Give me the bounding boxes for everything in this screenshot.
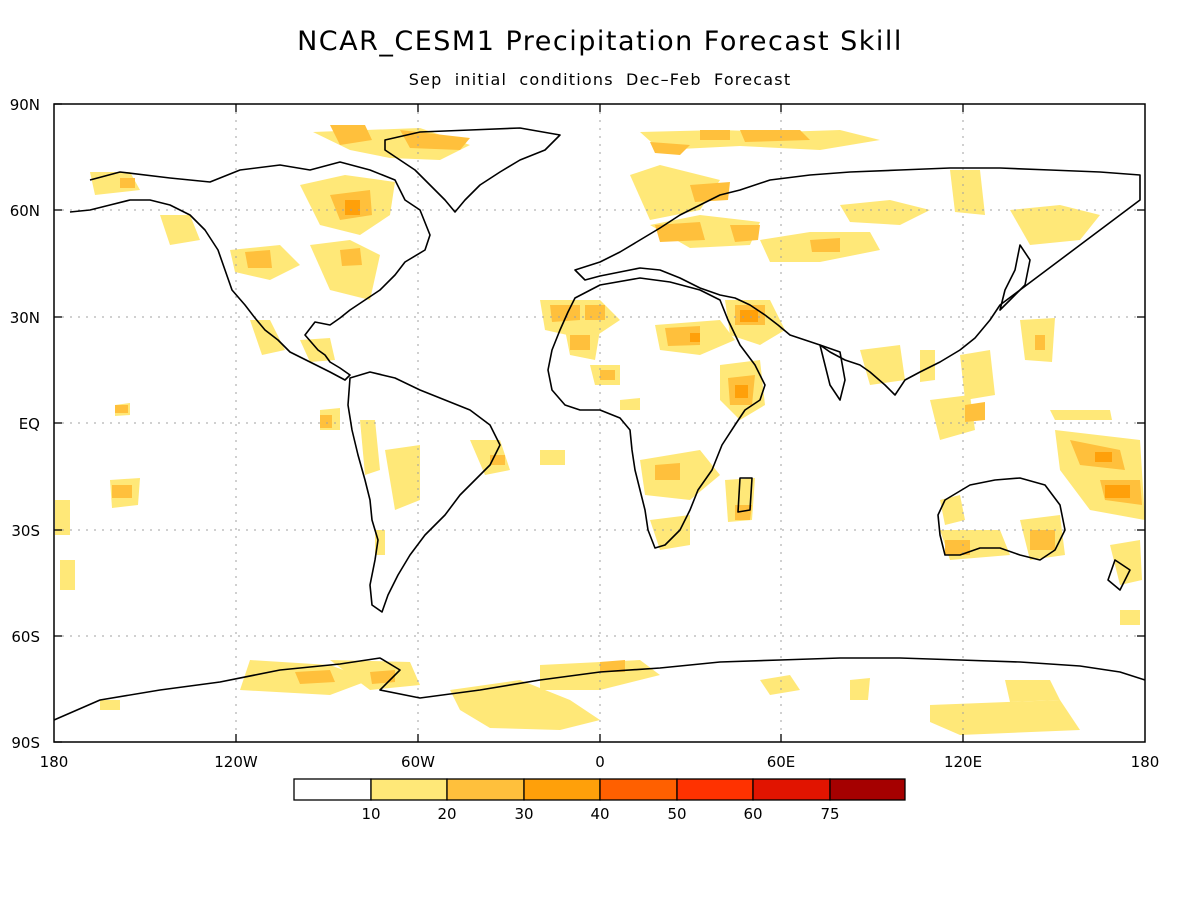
colorbar-label-75: 75 — [820, 805, 839, 823]
colorbar-box-0 — [293, 778, 372, 801]
colorbar-box-6 — [752, 778, 831, 801]
colorbar-label-40: 40 — [590, 805, 609, 823]
colorbar-box-4 — [599, 778, 678, 801]
colorbar: 10 20 30 40 50 60 75 — [293, 778, 906, 823]
new-zealand-coast — [1107, 559, 1131, 591]
colorbar-label-20: 20 — [437, 805, 456, 823]
lon-label-60w: 60W — [401, 753, 435, 771]
colorbar-box-7 — [829, 778, 906, 801]
madagascar-coast — [737, 477, 753, 513]
lat-label-30s: 30S — [11, 522, 40, 540]
axis-ticks — [54, 103, 1145, 743]
lon-label-180e: 180 — [1131, 753, 1160, 771]
lon-label-120w: 120W — [214, 753, 258, 771]
lat-label-90n: 90N — [10, 96, 40, 114]
lat-label-eq: EQ — [19, 415, 40, 433]
colorbar-label-30: 30 — [514, 805, 533, 823]
india-coast — [819, 344, 846, 401]
lon-label-0: 0 — [595, 753, 605, 771]
colorbar-label-60: 60 — [743, 805, 762, 823]
colorbar-label-50: 50 — [667, 805, 686, 823]
lat-label-60n: 60N — [10, 202, 40, 220]
lon-labels: 180 120W 60W 0 60E 120E 180 — [40, 753, 1160, 771]
lon-label-60e: 60E — [767, 753, 796, 771]
eurasia-coast — [574, 167, 1141, 396]
lat-label-90s: 90S — [11, 734, 40, 752]
south-america-coast — [347, 371, 501, 613]
africa-coast — [547, 277, 766, 549]
greenland-coast — [384, 127, 561, 213]
lat-labels: 90N 60N 30N EQ 30S 60S 90S — [10, 96, 40, 752]
colorbar-label-10: 10 — [361, 805, 380, 823]
north-america-coast — [69, 161, 431, 381]
lat-label-30n: 30N — [10, 309, 40, 327]
map-title: NCAR_CESM1 Precipitation Forecast Skill — [297, 26, 903, 57]
japan-coast — [999, 244, 1031, 311]
map-subtitle: Sep initial conditions Dec–Feb Forecast — [408, 70, 792, 89]
colorbar-box-3 — [523, 778, 601, 801]
colorbar-box-2 — [446, 778, 525, 801]
colorbar-box-1 — [370, 778, 448, 801]
lon-label-180w: 180 — [40, 753, 69, 771]
skill-patches — [55, 125, 1145, 735]
antarctica-coast — [54, 657, 1145, 721]
coastlines — [54, 127, 1145, 721]
colorbar-box-5 — [676, 778, 754, 801]
graticule — [54, 104, 1145, 742]
lon-label-120e: 120E — [944, 753, 982, 771]
australia-coast — [937, 477, 1066, 561]
lat-label-60s: 60S — [11, 628, 40, 646]
